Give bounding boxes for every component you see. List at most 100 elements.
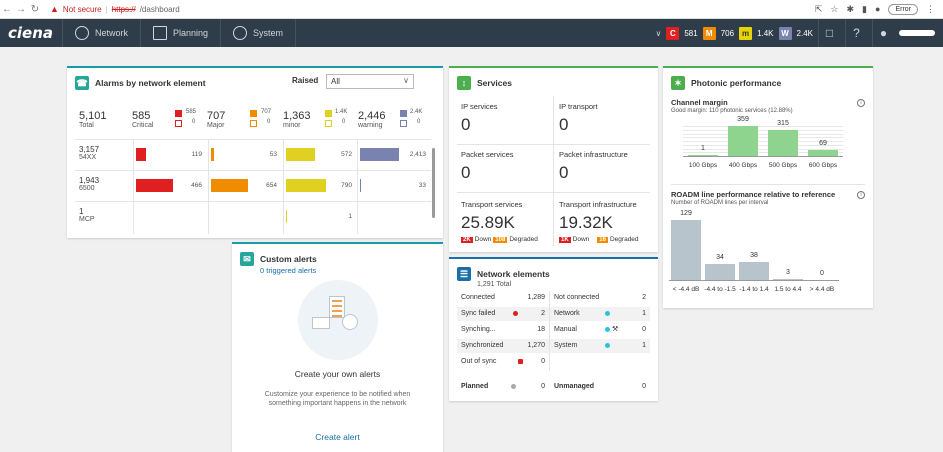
network-elements-card: ☰ Network elements 1,291 Total Connected… (449, 257, 658, 401)
roadm-info-icon[interactable]: i (857, 191, 865, 199)
alarm-row[interactable]: 1 MCP 1 (75, 202, 431, 234)
photonic-icon: ✶ (671, 76, 685, 90)
triggered-alerts-link[interactable]: 0 triggered alerts (260, 266, 317, 275)
not-connected-value: 2 (642, 294, 646, 301)
chart-bar[interactable] (739, 262, 769, 280)
minor-bar[interactable] (286, 210, 287, 223)
ip-services-tile[interactable]: IP services 0 (461, 102, 498, 135)
alert-icon: ✉ (240, 252, 254, 266)
chat-icon[interactable]: □ (818, 19, 840, 47)
transport-infrastructure-tile[interactable]: Transport infrastructure 19.32K 1K Down … (559, 200, 639, 243)
chart-bar[interactable] (688, 155, 718, 156)
not-connected-row[interactable]: Not connected 2 (550, 291, 650, 305)
sidebar-icon[interactable]: ▮ (862, 3, 867, 14)
column-divider (357, 171, 358, 202)
help-icon[interactable]: ? (845, 19, 867, 47)
critical-bar[interactable] (136, 148, 146, 161)
warning-badge[interactable]: W (778, 26, 792, 40)
profile-icon[interactable]: ● (875, 4, 881, 14)
star-icon[interactable]: ☆ (830, 3, 839, 14)
raised-filter-dropdown[interactable]: All ∨ (326, 74, 414, 89)
system-row[interactable]: System 1 (550, 339, 650, 353)
sync-failed-value: 2 (541, 310, 545, 317)
chart-tick-label: -1.4 to 1.4 (739, 286, 769, 293)
alarms-card: ☎ Alarms by network element Raised All ∨… (67, 66, 443, 238)
transport-services-tile[interactable]: Transport services 25.89K 2K Down 108 De… (461, 200, 538, 243)
sync-failed-row[interactable]: Sync failed 2 (457, 307, 549, 321)
custom-alerts-card: ✉ Custom alerts 0 triggered alerts Creat… (232, 242, 443, 452)
nav-planning-label: Planning (173, 28, 209, 38)
critical-badge[interactable]: C (666, 26, 680, 40)
reload-icon[interactable]: ↻ (30, 3, 40, 15)
ne-type-label: 6500 (79, 185, 95, 192)
chart-gridline (683, 141, 843, 142)
connected-row[interactable]: Connected 1,289 (457, 291, 549, 305)
error-button[interactable]: Error (888, 3, 918, 15)
user-icon[interactable]: ● (872, 19, 894, 47)
chart-data-label: 1 (701, 145, 705, 152)
transport-infrastructure-degraded-count: 16 (597, 236, 608, 243)
sync-failed-status-icon (513, 311, 518, 316)
menu-icon[interactable]: ⋮ (926, 3, 935, 14)
manual-row[interactable]: Manual ⚒ 0 (550, 323, 650, 337)
app-header: ciena Network Planning System ∨ C 581 M … (0, 19, 943, 47)
chart-bar[interactable] (705, 264, 735, 280)
ciena-logo[interactable]: ciena (8, 24, 54, 42)
ip-transport-tile[interactable]: IP transport 0 (559, 102, 598, 135)
chart-bar[interactable] (728, 126, 758, 156)
nav-network[interactable]: Network (62, 19, 140, 47)
nav-network-label: Network (95, 28, 129, 38)
extensions-icon[interactable]: ✱ (846, 3, 855, 14)
major-label: Major (207, 122, 225, 129)
chevron-down-icon[interactable]: ∨ (655, 28, 662, 38)
share-icon[interactable]: ⇱ (814, 3, 823, 14)
nav-planning[interactable]: Planning (140, 19, 220, 47)
synchronized-row[interactable]: Synchronized 1,270 (457, 339, 549, 353)
critical-bar[interactable] (136, 179, 173, 192)
network-row[interactable]: Network 1 (550, 307, 650, 321)
browser-toolbar: ← → ↻ ▲ Not secure | https:// /dashboard… (0, 0, 943, 19)
minor-bar[interactable] (286, 148, 315, 161)
packet-services-tile[interactable]: Packet services 0 (461, 150, 514, 183)
warning-count: 2,446 (358, 110, 386, 122)
minor-badge[interactable]: m (739, 26, 753, 40)
alarms-scrollbar[interactable] (432, 148, 435, 218)
packet-infrastructure-label: Packet infrastructure (559, 150, 628, 159)
chart-bar[interactable] (671, 220, 701, 280)
minor-bar[interactable] (286, 179, 326, 192)
channel-margin-info-icon[interactable]: i (857, 99, 865, 107)
create-alert-link[interactable]: Create alert (315, 432, 360, 442)
down-label: Down (474, 236, 492, 243)
warning-bar[interactable] (360, 148, 399, 161)
address-bar[interactable]: ▲ Not secure | https:// /dashboard (50, 4, 180, 14)
nav-system[interactable]: System (220, 19, 297, 47)
column-divider (283, 202, 284, 234)
roadm-subtitle: Number of ROADM lines per interval (671, 200, 769, 206)
packet-infrastructure-tile[interactable]: Packet infrastructure 0 (559, 150, 628, 183)
planned-row[interactable]: Planned 0 (457, 380, 549, 394)
manual-value: 0 (642, 326, 646, 333)
alarm-row[interactable]: 1,943 6500 466 654 790 33 (75, 171, 431, 202)
url-separator: | (105, 4, 108, 14)
forward-icon[interactable]: → (16, 3, 26, 15)
warning-raised-swatch (400, 110, 407, 117)
custom-alerts-title: Custom alerts (260, 254, 317, 264)
chart-bar[interactable] (773, 279, 803, 280)
out-of-sync-row[interactable]: Out of sync 0 (457, 355, 549, 369)
username[interactable] (899, 30, 935, 36)
ip-transport-label: IP transport (559, 102, 598, 111)
back-icon[interactable]: ← (2, 3, 12, 15)
chart-bar[interactable] (768, 130, 798, 156)
warning-bar-value: 33 (418, 182, 426, 189)
major-badge[interactable]: M (702, 26, 716, 40)
alarm-row[interactable]: 3,157 54XX 119 53 572 2,413 (75, 140, 431, 171)
major-bar[interactable] (211, 148, 214, 161)
syncing-row[interactable]: Synching... 18 (457, 323, 549, 337)
chart-bar[interactable] (808, 150, 838, 156)
warning-bar[interactable] (360, 179, 361, 192)
total-count: 5,101 (79, 110, 107, 122)
major-bar-value: 53 (269, 151, 277, 158)
unmanaged-row[interactable]: Unmanaged 0 (550, 380, 650, 394)
chart-tick-label: < -4.4 dB (672, 286, 700, 293)
major-bar[interactable] (211, 179, 248, 192)
